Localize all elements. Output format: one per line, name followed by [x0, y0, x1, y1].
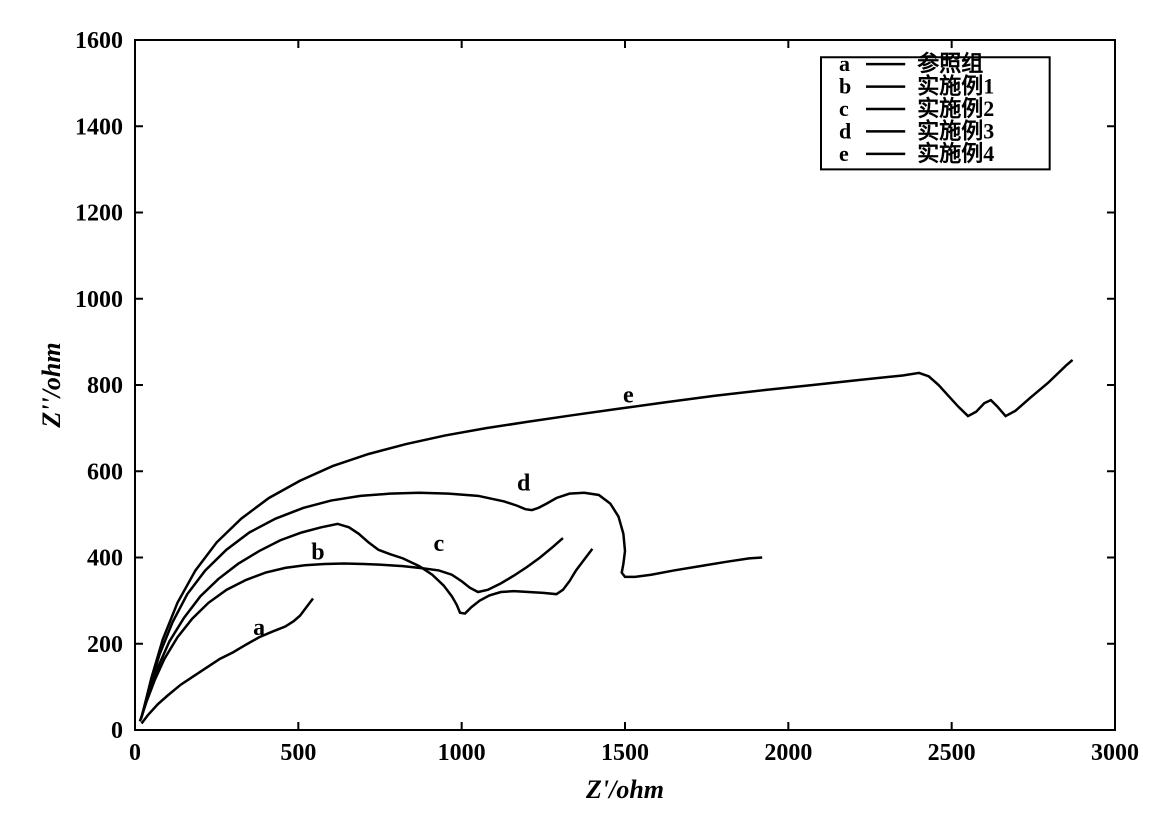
series-label-c: c [433, 531, 444, 557]
y-tick-label: 0 [111, 718, 123, 744]
legend-letter-c: c [839, 96, 849, 121]
y-tick-label: 400 [87, 546, 123, 572]
series-e [142, 360, 1072, 715]
y-tick-label: 1000 [75, 287, 123, 313]
y-tick-label: 200 [87, 632, 123, 658]
series-a [142, 598, 314, 723]
legend-letter-b: b [839, 74, 851, 99]
y-tick-label: 1200 [75, 201, 123, 227]
y-tick-label: 1600 [75, 28, 123, 54]
legend-letter-e: e [839, 141, 849, 166]
x-tick-label: 2500 [928, 740, 976, 766]
series-b [140, 538, 563, 721]
series-label-e: e [623, 382, 634, 408]
x-axis-label: Z'/ohm [585, 775, 664, 804]
impedance-chart: 0 500 1000 1500 2000 2500 3000 0 200 400 600 800 100… [20, 20, 1145, 809]
legend-text-d: 实施例3 [917, 118, 994, 143]
series-label-b: b [311, 540, 324, 566]
legend-text-a: 参照组 [917, 51, 983, 76]
y-tick-label: 600 [87, 459, 123, 485]
y-tick-label: 800 [87, 373, 123, 399]
x-tick-label: 0 [129, 740, 141, 766]
x-tick-label: 500 [280, 740, 316, 766]
x-tick-label: 2000 [764, 740, 812, 766]
y-axis-label: Z''/ohm [37, 342, 66, 428]
series-label-a: a [253, 615, 265, 641]
legend-text-e: 实施例4 [917, 141, 994, 166]
x-tick-label: 1500 [601, 740, 649, 766]
x-tick-label: 1000 [438, 740, 486, 766]
chart-svg: 0 500 1000 1500 2000 2500 3000 0 200 400 600 800 100… [20, 20, 1145, 809]
legend-letter-d: d [839, 118, 851, 143]
legend-text-b: 实施例1 [917, 74, 994, 99]
x-tick-label: 3000 [1091, 740, 1139, 766]
y-tick-label: 1400 [75, 114, 123, 140]
legend-text-c: 实施例2 [917, 96, 994, 121]
legend-letter-a: a [839, 51, 850, 76]
series-label-d: d [517, 471, 531, 497]
